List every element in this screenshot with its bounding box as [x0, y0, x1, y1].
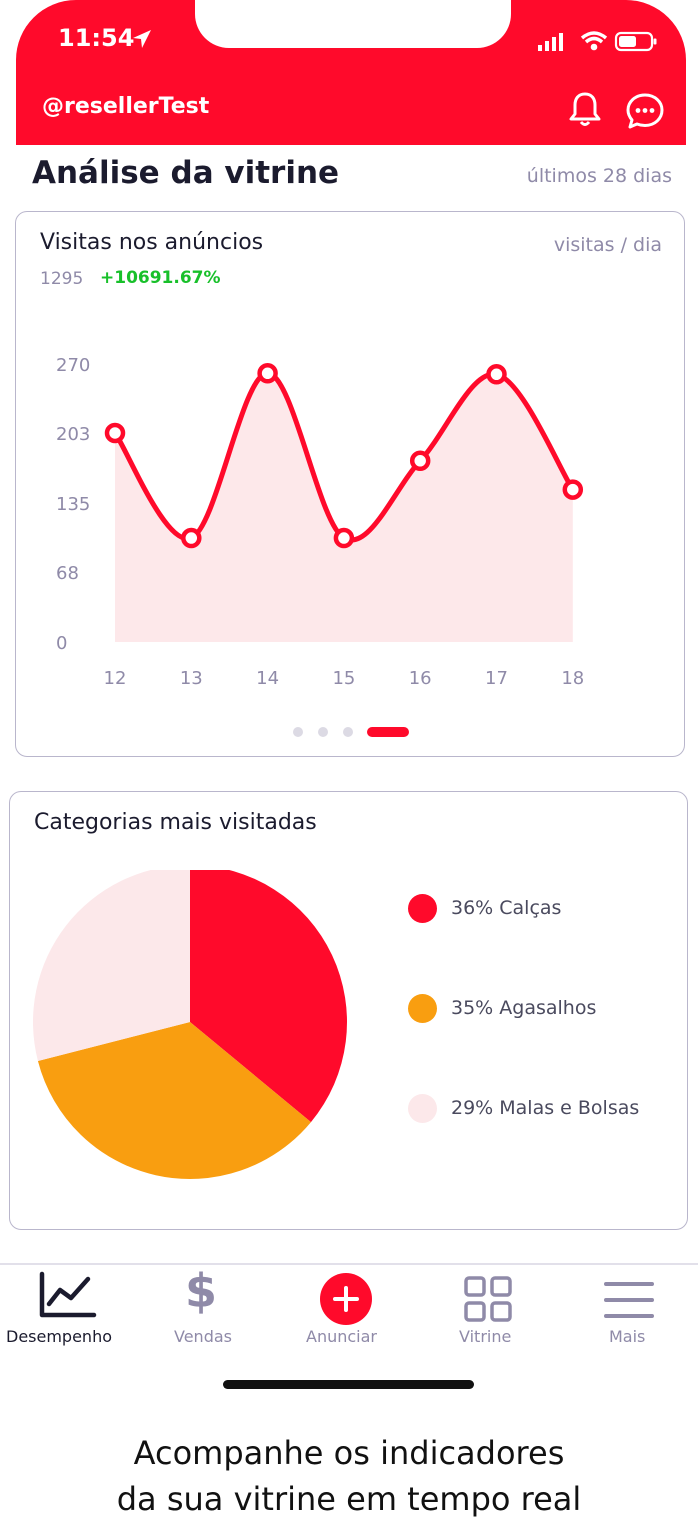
pie-slice[interactable]	[33, 870, 190, 1062]
y-tick-label: 135	[56, 494, 90, 515]
x-tick-label: 15	[332, 668, 355, 689]
grid-icon[interactable]	[463, 1275, 513, 1323]
account-name[interactable]: @resellerTest	[42, 94, 210, 119]
nav-label-vendas[interactable]: Vendas	[174, 1327, 232, 1346]
y-tick-label: 203	[56, 424, 90, 445]
x-tick-label: 14	[256, 668, 279, 689]
visits-card[interactable]: Visitas nos anúncios visitas / dia 1295 …	[15, 211, 685, 757]
data-point[interactable]	[486, 364, 507, 385]
pagination-dot[interactable]	[343, 727, 353, 737]
legend-dot	[408, 893, 437, 923]
nav-label-anunciar[interactable]: Anunciar	[306, 1327, 377, 1346]
pagination-dot-active[interactable]	[367, 727, 409, 737]
pie-slice[interactable]	[190, 870, 347, 1123]
caption-line-2: da sua vitrine em tempo real	[116, 1480, 582, 1518]
visits-growth: +10691.67%	[100, 268, 221, 288]
chart-line-icon[interactable]	[38, 1270, 98, 1320]
categories-pie-chart	[33, 870, 347, 1179]
nav-label-mais[interactable]: Mais	[609, 1327, 646, 1346]
pie-slice[interactable]	[37, 1022, 311, 1179]
location-arrow-icon	[133, 30, 151, 48]
legend-label: 35% Agasalhos	[451, 997, 597, 1019]
pagination-dot[interactable]	[293, 727, 303, 737]
legend-dot	[408, 1093, 437, 1123]
status-time: 11:54	[58, 24, 135, 52]
visits-card-title: Visitas nos anúncios	[40, 230, 264, 255]
data-point[interactable]	[181, 527, 202, 549]
signal-icon	[538, 33, 563, 51]
y-tick-label: 0	[56, 633, 67, 654]
plus-circle-icon[interactable]	[320, 1273, 372, 1325]
nav-divider	[0, 1263, 698, 1265]
visits-line-chart: 0 68 135 203 270 12 13 14 15 16 17 18	[56, 355, 584, 737]
date-range-selector[interactable]: últimos 28 dias	[526, 165, 672, 187]
bell-icon[interactable]	[567, 90, 603, 128]
dollar-icon[interactable]: $	[185, 1264, 218, 1318]
visits-total: 1295	[40, 269, 84, 289]
nav-label-vitrine[interactable]: Vitrine	[459, 1327, 512, 1346]
legend-item-calcas: 36% Calças	[408, 893, 561, 923]
caption: Acompanhe os indicadores da sua vitrine …	[0, 1430, 698, 1522]
data-point[interactable]	[104, 422, 126, 444]
x-tick-label: 13	[180, 668, 203, 689]
pagination-dot[interactable]	[318, 727, 328, 737]
home-indicator[interactable]	[223, 1380, 474, 1389]
legend-dot	[408, 993, 437, 1023]
series-area	[115, 373, 573, 642]
page-title: Análise da vitrine	[32, 155, 340, 191]
device-notch	[195, 0, 511, 48]
x-tick-label: 18	[561, 668, 584, 689]
legend-label: 29% Malas e Bolsas	[451, 1097, 640, 1119]
data-point[interactable]	[257, 363, 278, 384]
data-point[interactable]	[562, 479, 584, 500]
x-tick-label: 17	[485, 668, 508, 689]
categories-card-title: Categorias mais visitadas	[34, 810, 317, 835]
y-tick-label: 270	[56, 355, 90, 376]
status-icons	[538, 31, 657, 52]
visits-unit-label: visitas / dia	[553, 234, 662, 256]
wifi-icon	[580, 31, 608, 51]
x-tick-label: 12	[104, 668, 127, 689]
y-tick-label: 68	[56, 563, 79, 584]
legend-item-agasalhos: 35% Agasalhos	[408, 993, 596, 1023]
caption-line-1: Acompanhe os indicadores	[133, 1434, 565, 1472]
menu-icon[interactable]	[603, 1280, 655, 1320]
legend-label: 36% Calças	[451, 897, 562, 919]
data-point[interactable]	[409, 450, 431, 472]
chat-icon[interactable]	[625, 92, 665, 130]
legend-item-malas-bolsas: 29% Malas e Bolsas	[408, 1093, 639, 1123]
battery-icon	[614, 31, 657, 52]
data-point[interactable]	[333, 527, 355, 549]
nav-label-desempenho[interactable]: Desempenho	[6, 1327, 112, 1346]
x-tick-label: 16	[409, 668, 432, 689]
categories-card: Categorias mais visitadas 36% Calças 35%…	[9, 791, 688, 1230]
